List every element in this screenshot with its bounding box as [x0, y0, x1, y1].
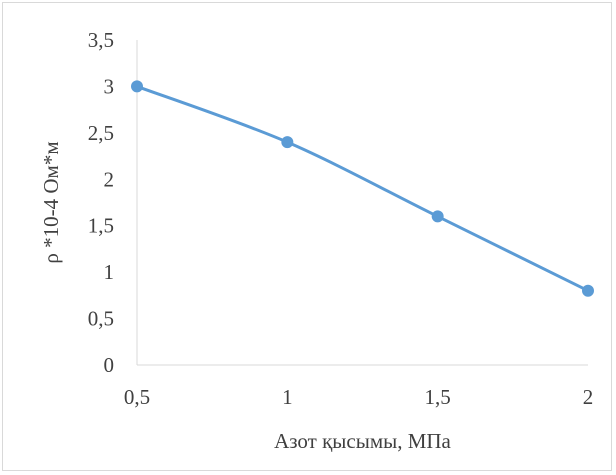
y-tick-label: 1 [104, 260, 115, 284]
y-axis-ticks: 0 0,5 1 1,5 2 2,5 3 3,5 [88, 28, 114, 377]
y-tick-label: 1,5 [88, 214, 114, 238]
x-tick-label: 1,5 [425, 385, 451, 409]
series-line [135, 84, 590, 293]
data-point [582, 284, 594, 297]
y-tick-label: 3 [104, 74, 115, 98]
y-axis-title: ρ *10-4 Ом*м [39, 141, 63, 263]
data-point [131, 80, 143, 93]
chart-frame [2, 2, 612, 471]
data-point [431, 210, 444, 223]
y-tick-label: 0 [104, 353, 115, 377]
data-point [281, 136, 294, 149]
y-tick-label: 2 [104, 167, 115, 191]
y-tick-label: 3,5 [88, 28, 114, 52]
x-tick-label: 0,5 [124, 385, 150, 409]
series-group [131, 80, 594, 297]
y-tick-label: 2,5 [88, 121, 114, 145]
y-tick-label: 0,5 [88, 307, 114, 331]
x-tick-label: 2 [583, 385, 594, 409]
x-axis-title: Азот қысымы, МПа [274, 429, 451, 453]
x-axis-ticks: 0,5 1 1,5 2 [124, 385, 593, 409]
x-tick-label: 1 [282, 385, 293, 409]
